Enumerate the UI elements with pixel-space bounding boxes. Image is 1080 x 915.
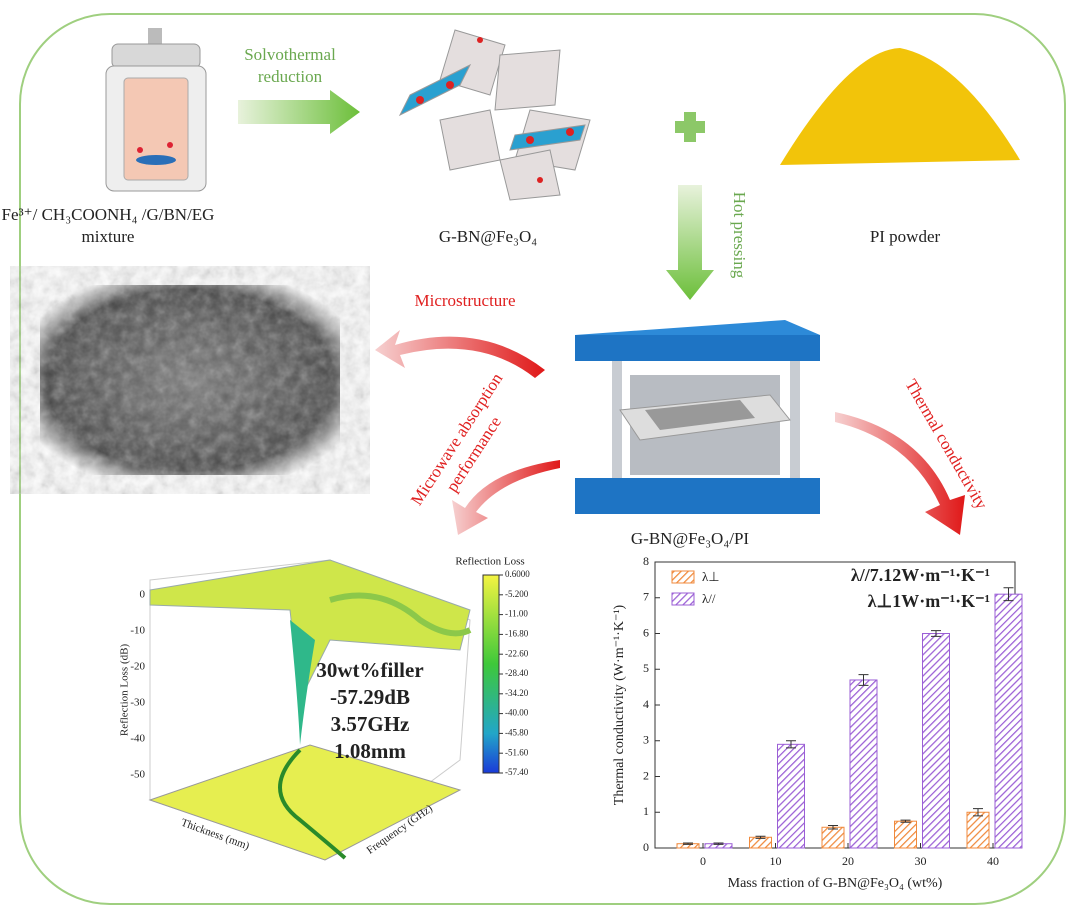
axis-label: Thermal conductivity (W·m⁻¹·K⁻¹) — [612, 604, 627, 805]
y-tick-label: 0 — [643, 840, 649, 854]
z-tick-label: -50 — [130, 769, 145, 781]
annotation: λ//7.12W·m⁻¹·K⁻¹ — [851, 565, 990, 585]
hot-press — [575, 320, 820, 514]
y-tick-label: 8 — [643, 554, 649, 568]
colorbar-tick-label: -28.40 — [505, 668, 529, 678]
x-tick-label: 20 — [842, 854, 854, 868]
frame — [19, 13, 1066, 905]
x-tick-label: 40 — [987, 854, 999, 868]
arrow — [452, 460, 560, 535]
material-label: mixture — [82, 227, 135, 246]
y-tick-label: 6 — [643, 625, 649, 639]
error-bar — [683, 842, 693, 845]
annotation: 3.57GHz — [331, 712, 410, 736]
error-bar — [1003, 587, 1014, 602]
error-bar — [786, 740, 796, 749]
legend-label: λ⊥ — [702, 569, 720, 584]
z-tick-label: 0 — [140, 589, 146, 601]
annotation: -57.29dB — [330, 685, 410, 709]
colorbar-tick-label: -22.60 — [505, 648, 529, 658]
bar — [966, 811, 990, 849]
error-bar — [858, 674, 869, 686]
colorbar-tick-label: -5.200 — [505, 589, 529, 599]
annotation: 1.08mm — [334, 739, 406, 763]
material-label: G-BN@Fe₃O₄/PI — [631, 529, 750, 548]
material-label: Fe³⁺/ CH₃COONH₄ /G/BN/EG — [2, 205, 215, 224]
colorbar-tick-label: -16.80 — [505, 628, 529, 638]
z-tick-label: -40 — [130, 733, 145, 745]
y-tick-label: 4 — [643, 697, 649, 711]
plot-frame — [654, 561, 1016, 849]
error-bar — [713, 842, 724, 845]
colorbar-tick-label: -57.40 — [505, 767, 529, 777]
step-label: Hot pressing — [730, 192, 749, 279]
z-tick-label: -10 — [130, 625, 145, 637]
pi-powder — [780, 48, 1020, 165]
colorbar-tick-label: -11.00 — [505, 609, 528, 619]
colorbar-tick-label: -40.00 — [505, 708, 529, 718]
error-bar — [828, 824, 838, 830]
error-bar — [755, 835, 766, 839]
axis-label: Mass fraction of G-BN@Fe₃O₄ (wt%) — [728, 876, 943, 891]
error-bar — [973, 808, 983, 817]
arrow — [835, 412, 965, 535]
reactor — [105, 28, 207, 192]
output-label: Thermal conductivity — [901, 376, 991, 513]
y-tick-label: 7 — [643, 590, 649, 604]
reflection-plot — [148, 559, 500, 861]
colorbar-tick-label: -45.80 — [505, 727, 529, 737]
x-tick-label: 30 — [915, 854, 927, 868]
bar — [849, 679, 878, 849]
legend-swatch — [671, 570, 695, 584]
bar — [994, 593, 1023, 849]
bar — [922, 633, 950, 849]
arrow — [375, 330, 545, 378]
output-label: Microstructure — [414, 291, 515, 310]
y-tick-label: 2 — [643, 768, 649, 782]
bar — [894, 820, 917, 849]
material-label: PI powder — [870, 227, 941, 246]
legend-label: λ// — [702, 591, 716, 606]
colorbar-tick-label: 0.6000 — [505, 569, 530, 579]
annotation: 30wt%filler — [316, 658, 423, 682]
z-tick-label: -20 — [130, 661, 145, 673]
annotation: λ⊥1W·m⁻¹·K⁻¹ — [868, 591, 990, 611]
error-bar — [900, 819, 911, 823]
y-tick-label: 1 — [643, 804, 649, 818]
z-tick-label: -30 — [130, 697, 145, 709]
step-label: reduction — [258, 67, 323, 86]
bar — [821, 826, 845, 849]
bar — [749, 836, 772, 849]
axis-label: Reflection Loss (dB) — [119, 644, 131, 737]
step-label: Solvothermal — [244, 45, 336, 64]
error-bar — [931, 630, 941, 637]
material-label: G-BN@Fe₃O₄ — [439, 227, 537, 246]
y-tick-label: 3 — [643, 733, 649, 747]
arrow — [666, 185, 714, 300]
bar — [777, 743, 805, 849]
x-tick-label: 10 — [770, 854, 782, 868]
plus — [675, 112, 705, 142]
x-tick-label: 0 — [700, 854, 706, 868]
colorbar-tick-label: -51.60 — [505, 747, 529, 757]
legend-swatch — [671, 592, 695, 606]
arrow — [238, 90, 360, 134]
colorbar-tick-label: -34.20 — [505, 688, 529, 698]
sheets — [398, 29, 591, 201]
colorbar-title: Reflection Loss — [455, 556, 524, 568]
sem-texture — [40, 285, 340, 475]
y-tick-label: 5 — [643, 661, 649, 675]
